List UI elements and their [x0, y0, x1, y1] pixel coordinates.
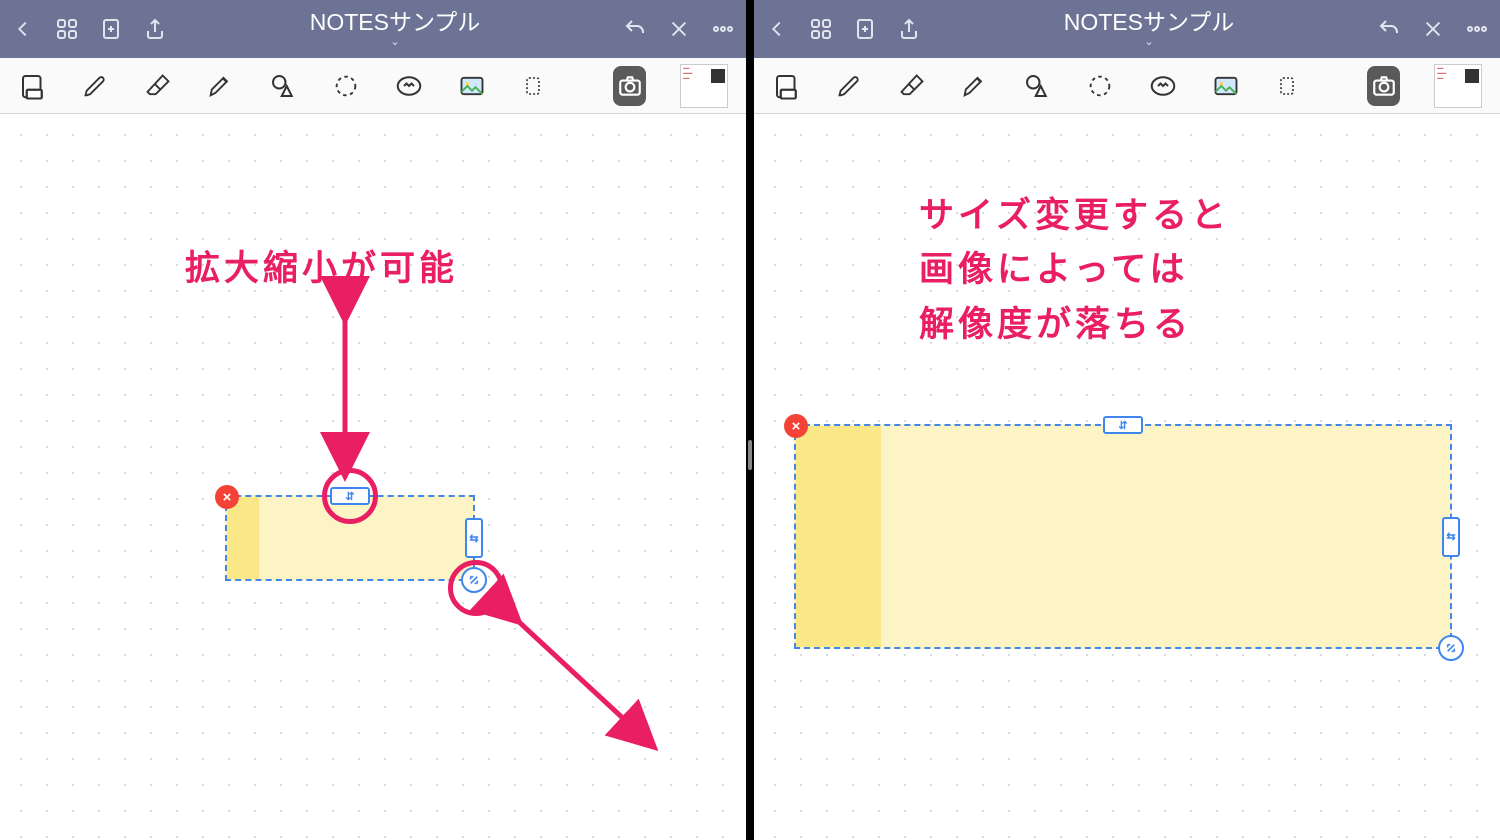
image-icon[interactable] — [1212, 69, 1240, 103]
toolbar: ━━━━━━━ — [0, 58, 746, 114]
canvas[interactable]: 拡大縮小が可能 × ⇵ ⇆ — [0, 114, 746, 840]
highlighter-icon[interactable] — [206, 69, 234, 103]
highlighter-icon[interactable] — [960, 69, 988, 103]
camera-button[interactable] — [1367, 66, 1400, 106]
undo-icon[interactable] — [1376, 16, 1402, 42]
page-title[interactable]: NOTESサンプル⌄ — [922, 10, 1376, 47]
share-icon[interactable] — [896, 16, 922, 42]
camera-button[interactable] — [613, 66, 646, 106]
new-page-icon[interactable] — [98, 16, 124, 42]
grid-icon[interactable] — [808, 16, 834, 42]
annotation-text: 拡大縮小が可能 — [185, 242, 458, 296]
resize-handle-top[interactable]: ⇵ — [330, 487, 370, 505]
page-thumbnail[interactable]: ━━━━━━━ — [1434, 64, 1482, 108]
readonly-icon[interactable] — [772, 69, 802, 103]
undo-icon[interactable] — [622, 16, 648, 42]
page-thumbnail[interactable]: ━━━━━━━ — [680, 64, 728, 108]
titlebar: NOTESサンプル⌄ — [754, 0, 1500, 58]
close-icon[interactable]: × — [784, 414, 808, 438]
more-icon[interactable] — [1464, 16, 1490, 42]
sticker-icon[interactable] — [1148, 69, 1178, 103]
text-icon[interactable] — [1274, 69, 1299, 103]
readonly-icon[interactable] — [18, 69, 48, 103]
left-pane: NOTESサンプル⌄ ━━━━━━━ 拡大縮小が可能 × — [0, 0, 746, 840]
selection-box[interactable]: × ⇵ ⇆ — [225, 495, 475, 581]
shapes-icon[interactable] — [1022, 69, 1052, 103]
close-x-icon[interactable] — [666, 16, 692, 42]
back-icon[interactable] — [10, 16, 36, 42]
page-title[interactable]: NOTESサンプル⌄ — [168, 10, 622, 47]
shapes-icon[interactable] — [268, 69, 298, 103]
pen-icon[interactable] — [836, 69, 864, 103]
resize-handle-corner[interactable] — [1438, 635, 1464, 661]
pen-icon[interactable] — [82, 69, 110, 103]
close-x-icon[interactable] — [1420, 16, 1446, 42]
more-icon[interactable] — [710, 16, 736, 42]
selection-box[interactable]: × ⇵ ⇆ — [794, 424, 1452, 649]
resize-handle-top[interactable]: ⇵ — [1103, 416, 1143, 434]
right-pane: NOTESサンプル⌄ ━━━━━━━ サイズ変更すると 画像によっては 解像度が… — [754, 0, 1500, 840]
close-icon[interactable]: × — [215, 485, 239, 509]
text-icon[interactable] — [520, 69, 545, 103]
split-divider[interactable] — [746, 0, 754, 840]
canvas[interactable]: サイズ変更すると 画像によっては 解像度が落ちる × ⇵ ⇆ — [754, 114, 1500, 840]
resize-handle-corner[interactable] — [461, 567, 487, 593]
image-icon[interactable] — [458, 69, 486, 103]
sticker-icon[interactable] — [394, 69, 424, 103]
annotation-text: サイズ変更すると 画像によっては 解像度が落ちる — [919, 189, 1230, 352]
toolbar: ━━━━━━━ — [754, 58, 1500, 114]
resize-handle-right[interactable]: ⇆ — [1442, 517, 1460, 557]
dot-grid — [0, 114, 746, 840]
lasso-icon[interactable] — [1086, 69, 1114, 103]
lasso-icon[interactable] — [332, 69, 360, 103]
titlebar: NOTESサンプル⌄ — [0, 0, 746, 58]
new-page-icon[interactable] — [852, 16, 878, 42]
grid-icon[interactable] — [54, 16, 80, 42]
eraser-icon[interactable] — [144, 69, 172, 103]
resize-handle-right[interactable]: ⇆ — [465, 518, 483, 558]
back-icon[interactable] — [764, 16, 790, 42]
share-icon[interactable] — [142, 16, 168, 42]
eraser-icon[interactable] — [898, 69, 926, 103]
